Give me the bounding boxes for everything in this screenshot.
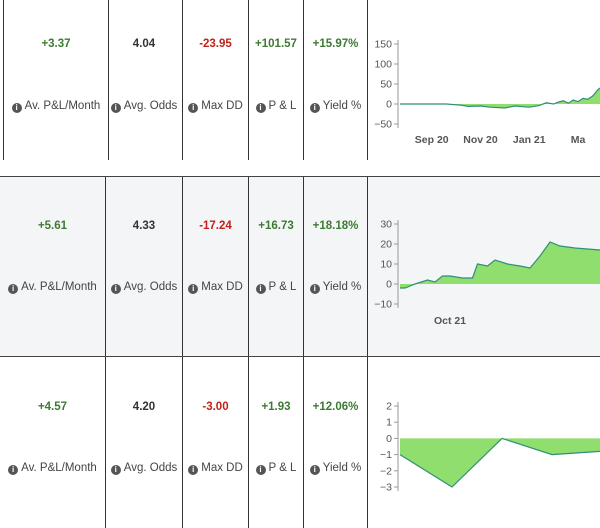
x-tick-label: Oct 21 xyxy=(434,315,466,327)
av-pl-month-label: i Av. P&L/Month xyxy=(0,462,105,475)
avg-odds-label: i Avg. Odds xyxy=(106,281,182,294)
max-dd-cell: -23.95 i Max DD xyxy=(183,0,249,160)
y-tick-label: −10 xyxy=(374,299,392,311)
info-icon[interactable]: i xyxy=(255,284,266,294)
av-pl-month-value: +5.61 xyxy=(37,220,68,232)
av-pl-month-value: +4.57 xyxy=(37,401,68,413)
max-dd-label: i Max DD xyxy=(183,462,248,475)
y-tick-label: −1 xyxy=(380,449,392,461)
pl-value: +1.93 xyxy=(261,401,291,413)
pl-line xyxy=(399,437,600,488)
y-tick-label: 2 xyxy=(386,401,392,413)
max-dd-value: -17.24 xyxy=(199,220,232,232)
avg-odds-label: i Avg. Odds xyxy=(106,100,182,113)
avg-odds-value: 4.33 xyxy=(132,220,156,232)
max-dd-label: i Max DD xyxy=(183,281,248,294)
max-dd-value: -23.95 xyxy=(199,38,232,50)
info-icon[interactable]: i xyxy=(255,465,266,475)
avg-odds-cell: 4.33 i Avg. Odds xyxy=(106,177,183,356)
info-icon[interactable]: i xyxy=(309,103,320,113)
yield-label: i Yield % xyxy=(304,462,367,475)
y-tick-label: −2 xyxy=(380,465,392,477)
yield-value: +18.18% xyxy=(312,220,359,232)
yield-cell: +15.97% i Yield % xyxy=(304,0,368,160)
strategy-row-2: +5.61 i Av. P&L/Month 4.33 i Avg. Odds -17… xyxy=(0,177,600,356)
av-pl-month-cell: +4.57 i Av. P&L/Month xyxy=(0,357,106,528)
x-tick-label: Ma xyxy=(571,134,586,146)
info-icon[interactable]: i xyxy=(8,465,19,475)
pl-chart[interactable]: 150 100 50 0 −50 Sep 20 Nov 20 Jan 21 Ma xyxy=(368,0,600,176)
y-tick-label: 10 xyxy=(380,259,392,271)
yield-label: i Yield % xyxy=(304,100,367,113)
info-icon[interactable]: i xyxy=(188,284,199,294)
y-tick-label: 0 xyxy=(386,99,392,111)
x-tick-label: Sep 20 xyxy=(415,134,449,146)
info-icon[interactable]: i xyxy=(110,103,121,113)
info-icon[interactable]: i xyxy=(110,465,121,475)
pl-value: +101.57 xyxy=(255,38,297,50)
pl-line xyxy=(400,87,600,109)
av-pl-month-label: i Av. P&L/Month xyxy=(0,281,105,294)
y-tick-label: 0 xyxy=(386,433,392,445)
info-icon[interactable]: i xyxy=(309,284,320,294)
info-icon[interactable]: i xyxy=(110,284,121,294)
avg-odds-value: 4.20 xyxy=(132,401,156,413)
pl-area xyxy=(400,88,600,108)
row-divider xyxy=(0,356,600,357)
max-dd-cell: -17.24 i Max DD xyxy=(183,177,249,356)
pl-value: +16.73 xyxy=(258,220,294,232)
info-icon[interactable]: i xyxy=(188,465,199,475)
info-icon[interactable]: i xyxy=(255,103,266,113)
av-pl-month-cell: +3.37 i Av. P&L/Month xyxy=(3,0,109,160)
strategy-row-1: +3.37 i Av. P&L/Month 4.04 i Avg. Odds -23… xyxy=(0,0,600,176)
pl-chart[interactable]: 2 1 0 −1 −2 −3 xyxy=(368,357,600,528)
y-tick-label: 30 xyxy=(380,219,392,231)
yield-cell: +12.06% i Yield % xyxy=(304,357,368,528)
y-tick-label: 20 xyxy=(380,239,392,251)
avg-odds-cell: 4.20 i Avg. Odds xyxy=(106,357,183,528)
y-tick-label: 150 xyxy=(374,39,392,51)
strategy-row-3: +4.57 i Av. P&L/Month 4.20 i Avg. Odds -3.… xyxy=(0,357,600,528)
avg-odds-label: i Avg. Odds xyxy=(106,462,182,475)
avg-odds-value: 4.04 xyxy=(132,38,156,50)
max-dd-cell: -3.00 i Max DD xyxy=(183,357,249,528)
yield-cell: +18.18% i Yield % xyxy=(304,177,368,356)
row-divider xyxy=(0,176,600,177)
info-icon[interactable]: i xyxy=(11,103,22,113)
av-pl-month-cell: +5.61 i Av. P&L/Month xyxy=(0,177,106,356)
yield-label: i Yield % xyxy=(304,281,367,294)
max-dd-value: -3.00 xyxy=(202,401,229,413)
av-pl-month-value: +3.37 xyxy=(41,38,71,50)
x-tick-label: Jan 21 xyxy=(513,134,546,146)
pl-chart[interactable]: 30 20 10 0 −10 Oct 21 xyxy=(368,177,600,356)
avg-odds-cell: 4.04 i Avg. Odds xyxy=(106,0,183,160)
info-icon[interactable]: i xyxy=(188,103,199,113)
y-tick-label: −3 xyxy=(380,482,392,494)
y-tick-label: −50 xyxy=(374,119,392,131)
yield-value: +15.97% xyxy=(312,38,359,50)
info-icon[interactable]: i xyxy=(8,284,19,294)
x-tick-label: Nov 20 xyxy=(463,134,498,146)
max-dd-label: i Max DD xyxy=(183,100,248,113)
y-tick-label: 50 xyxy=(380,79,392,91)
y-tick-label: 100 xyxy=(374,59,392,71)
info-icon[interactable]: i xyxy=(309,465,320,475)
av-pl-month-label: i Av. P&L/Month xyxy=(4,100,108,113)
pl-area xyxy=(400,438,600,487)
y-tick-label: 1 xyxy=(386,417,392,429)
pl-line xyxy=(400,241,600,289)
y-tick-label: 0 xyxy=(386,279,392,291)
yield-value: +12.06% xyxy=(312,401,359,413)
